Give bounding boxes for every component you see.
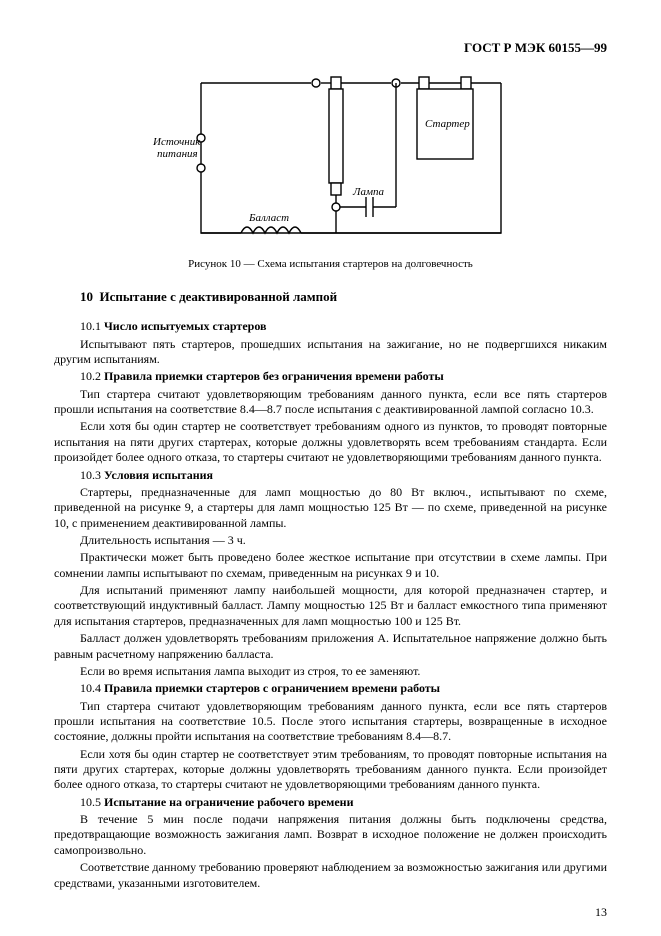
sub-num: 10.5 [80, 795, 101, 809]
page: ГОСТ Р МЭК 60155—99 [0, 0, 661, 936]
sub-10-1: 10.1 Число испытуемых стартеров [54, 319, 607, 334]
sub-num: 10.3 [80, 468, 101, 482]
paragraph: Тип стартера считают удовлетворяющим тре… [54, 699, 607, 745]
sub-10-5: 10.5 Испытание на ограничение рабочего в… [54, 795, 607, 810]
section-title: 10 Испытание с деактивированной лампой [80, 289, 607, 306]
paragraph: Если хотя бы один стартер не соответству… [54, 747, 607, 793]
sub-10-4: 10.4 Правила приемки стартеров с огранич… [54, 681, 607, 696]
sub-name: Правила приемки стартеров с ограничением… [104, 681, 440, 695]
sub-num: 10.2 [80, 369, 101, 383]
paragraph: В течение 5 мин после подачи напряжения … [54, 812, 607, 858]
label-source-1: Источник [152, 136, 201, 148]
paragraph: Стартеры, предназначенные для ламп мощно… [54, 485, 607, 531]
label-ballast: Балласт [248, 212, 289, 224]
sub-num: 10.4 [80, 681, 101, 695]
section-number: 10 [80, 289, 93, 304]
figure-caption: Рисунок 10 — Схема испытания стартеров н… [54, 257, 607, 271]
paragraph: Соответствие данному требованию проверяю… [54, 860, 607, 891]
label-lamp: Лампа [352, 186, 384, 198]
paragraph: Практически может быть проведено более ж… [54, 550, 607, 581]
sub-10-3: 10.3 Условия испытания [54, 468, 607, 483]
sub-10-2: 10.2 Правила приемки стартеров без огран… [54, 369, 607, 384]
paragraph: Если во время испытания лампа выходит из… [54, 664, 607, 679]
sub-num: 10.1 [80, 319, 101, 333]
sub-name: Правила приемки стартеров без ограничени… [104, 369, 444, 383]
sub-name: Испытание на ограничение рабочего времен… [104, 795, 354, 809]
paragraph: Если хотя бы один стартер не соответству… [54, 419, 607, 465]
page-number: 13 [595, 905, 607, 920]
sub-name: Условия испытания [104, 468, 213, 482]
paragraph: Испытывают пять стартеров, прошедших исп… [54, 337, 607, 368]
circuit-diagram: Источник питания Балласт Лампа Стартер [141, 63, 521, 249]
label-starter: Стартер [425, 118, 470, 130]
section-name: Испытание с деактивированной лампой [100, 289, 338, 304]
label-source-2: питания [157, 148, 198, 160]
sub-name: Число испытуемых стартеров [104, 319, 267, 333]
document-header: ГОСТ Р МЭК 60155—99 [54, 40, 607, 57]
paragraph: Балласт должен удовлетворять требованиям… [54, 631, 607, 662]
paragraph: Тип стартера считают удовлетворяющим тре… [54, 387, 607, 418]
paragraph: Длительность испытания — 3 ч. [54, 533, 607, 548]
paragraph: Для испытаний применяют лампу наибольшей… [54, 583, 607, 629]
